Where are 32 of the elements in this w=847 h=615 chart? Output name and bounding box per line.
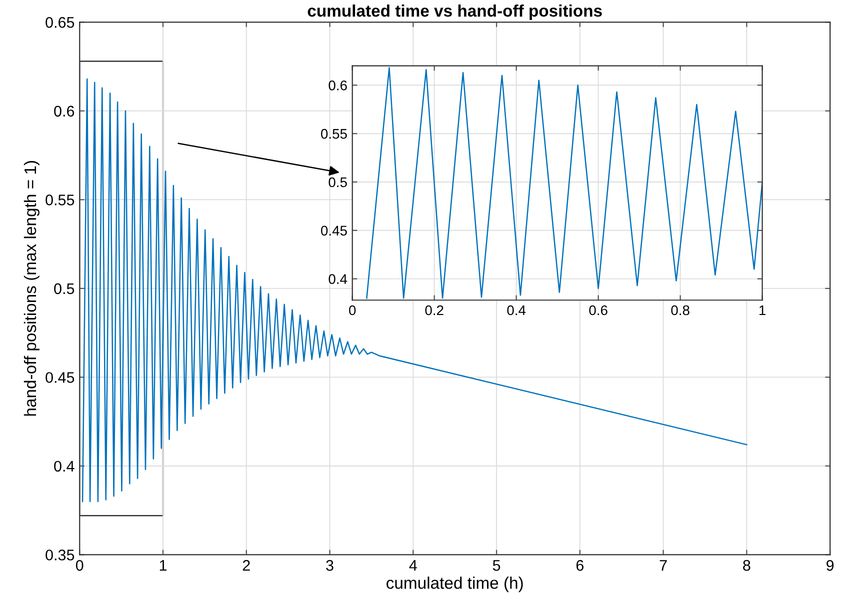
x-tick-label: 5 — [492, 560, 500, 571]
x-tick-label: 9 — [826, 560, 834, 571]
y-tick-label: 0.45 — [46, 372, 74, 383]
y-tick-label: 0.4 — [54, 460, 74, 472]
x-tick-label: 4 — [409, 560, 417, 571]
x-tick-label: 1 — [160, 560, 167, 571]
x-tick-label: 0.2 — [425, 305, 444, 316]
line-series — [82, 78, 748, 502]
x-tick-label: 1 — [759, 305, 766, 316]
x-tick-label: 3 — [326, 560, 334, 571]
x-tick-label: 0.8 — [671, 305, 690, 316]
y-tick-label: 0.4 — [328, 274, 348, 284]
y-tick-label: 0.6 — [328, 80, 347, 90]
x-axis-title: cumulated time (h) — [386, 576, 523, 592]
y-tick-label: 0.5 — [328, 177, 347, 188]
y-tick-label: 0.35 — [46, 550, 74, 560]
x-tick-label: 8 — [743, 560, 750, 571]
x-tick-label: 0 — [76, 560, 84, 571]
y-tick-label: 0.5 — [54, 283, 74, 294]
y-tick-label: 0.55 — [46, 194, 74, 206]
y-tick-label: 0.6 — [54, 106, 74, 117]
y-tick-label: 0.65 — [46, 17, 74, 28]
y-tick-label: 0.45 — [321, 226, 347, 236]
x-tick-label: 2 — [242, 560, 250, 571]
x-tick-label: 6 — [576, 560, 584, 571]
chart-title: cumulated time vs hand-off positions — [308, 4, 602, 20]
x-tick-label: 7 — [660, 560, 667, 571]
y-tick-label: 0.55 — [321, 128, 347, 139]
x-tick-label: 0.4 — [507, 305, 526, 316]
x-tick-label: 0.6 — [589, 305, 608, 316]
x-tick-label: 0 — [349, 305, 356, 316]
y-axis-title: hand-off positions (max length = 1) — [24, 161, 40, 416]
